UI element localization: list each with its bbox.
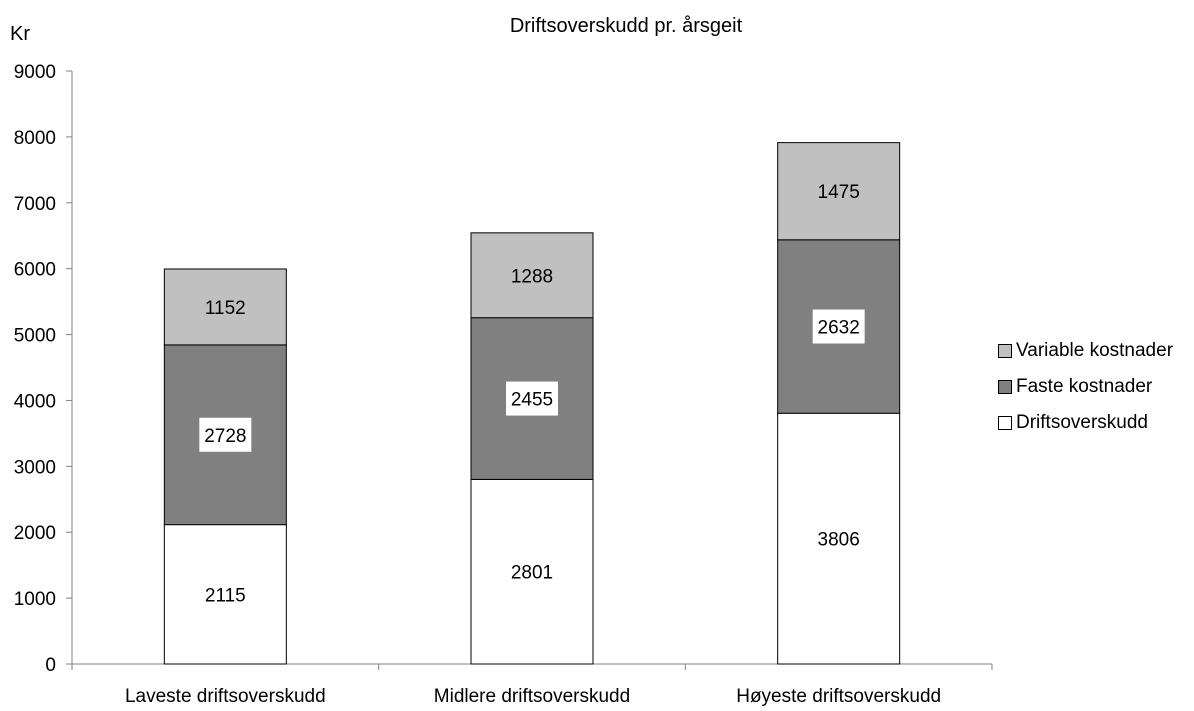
data-label-bg-faste-kostnader-midlere-driftsoverskudd bbox=[506, 381, 558, 416]
bar-driftsoverskudd-hoyeste-driftsoverskudd bbox=[777, 412, 901, 665]
bar-variable-kostnader-laveste-driftsoverskudd bbox=[163, 268, 287, 346]
y-tick-label-0: 0 bbox=[45, 655, 56, 676]
data-label-variable-kostnader-laveste-driftsoverskudd: 1152 bbox=[205, 298, 246, 319]
legend-label-faste-kostnader: Faste kostnader bbox=[1016, 376, 1153, 397]
y-tick-label-8000: 8000 bbox=[14, 128, 56, 149]
data-label-faste-kostnader-hoyeste-driftsoverskudd: 2632 bbox=[818, 318, 860, 339]
data-label-faste-kostnader-laveste-driftsoverskudd: 2728 bbox=[204, 426, 246, 447]
legend-label-driftsoverskudd: Driftsoverskudd bbox=[1016, 412, 1148, 433]
data-label-bg-faste-kostnader-hoyeste-driftsoverskudd bbox=[812, 309, 865, 344]
data-label-bg-faste-kostnader-laveste-driftsoverskudd bbox=[199, 417, 252, 452]
y-tick-label-5000: 5000 bbox=[14, 326, 56, 347]
legend-swatch-variable-kostnader bbox=[998, 344, 1012, 358]
legend: Variable kostnader Faste kostnader Drift… bbox=[998, 340, 1173, 448]
legend-label-variable-kostnader: Variable kostnader bbox=[1016, 340, 1174, 361]
bar-driftsoverskudd-midlere-driftsoverskudd bbox=[470, 478, 594, 665]
y-tick-label-7000: 7000 bbox=[14, 194, 56, 215]
x-tick-label-laveste-driftsoverskudd: Laveste driftsoverskudd bbox=[125, 686, 326, 707]
y-tick-label-3000: 3000 bbox=[14, 457, 56, 478]
bar-variable-kostnader-hoyeste-driftsoverskudd bbox=[777, 142, 901, 241]
legend-item-faste-kostnader: Faste kostnader bbox=[998, 376, 1173, 398]
legend-swatch-driftsoverskudd bbox=[998, 416, 1012, 430]
data-label-variable-kostnader-midlere-driftsoverskudd: 1288 bbox=[511, 266, 553, 287]
legend-swatch-faste-kostnader bbox=[998, 380, 1012, 394]
y-tick-label-4000: 4000 bbox=[14, 391, 56, 412]
data-label-driftsoverskudd-midlere-driftsoverskudd: 2801 bbox=[511, 563, 553, 584]
data-label-driftsoverskudd-hoyeste-driftsoverskudd: 3806 bbox=[818, 530, 860, 551]
plot-area: 0 1000 2000 3000 4000 5000 6000 7000 8000 9000 211… bbox=[14, 62, 993, 707]
y-tick-label-9000: 9000 bbox=[14, 62, 56, 83]
y-tick-label-1000: 1000 bbox=[14, 589, 56, 610]
y-tick-label-6000: 6000 bbox=[14, 260, 56, 281]
data-label-variable-kostnader-hoyeste-driftsoverskudd: 1475 bbox=[818, 182, 860, 203]
chart-title: Driftsoverskudd pr. årsgeit bbox=[510, 15, 743, 37]
legend-item-driftsoverskudd: Driftsoverskudd bbox=[998, 412, 1173, 434]
x-tick-label-hoyeste-driftsoverskudd: Høyeste driftsoverskudd bbox=[736, 686, 941, 707]
legend-item-variable-kostnader: Variable kostnader bbox=[998, 340, 1173, 362]
bar-driftsoverskudd-laveste-driftsoverskudd bbox=[163, 524, 287, 665]
bar-variable-kostnader-midlere-driftsoverskudd bbox=[470, 232, 594, 319]
y-axis-label: Kr bbox=[10, 23, 30, 45]
y-tick-label-2000: 2000 bbox=[14, 523, 56, 544]
data-label-driftsoverskudd-laveste-driftsoverskudd: 2115 bbox=[205, 585, 246, 606]
data-label-faste-kostnader-midlere-driftsoverskudd: 2455 bbox=[511, 390, 553, 411]
x-tick-label-midlere-driftsoverskudd: Midlere driftsoverskudd bbox=[434, 686, 630, 707]
